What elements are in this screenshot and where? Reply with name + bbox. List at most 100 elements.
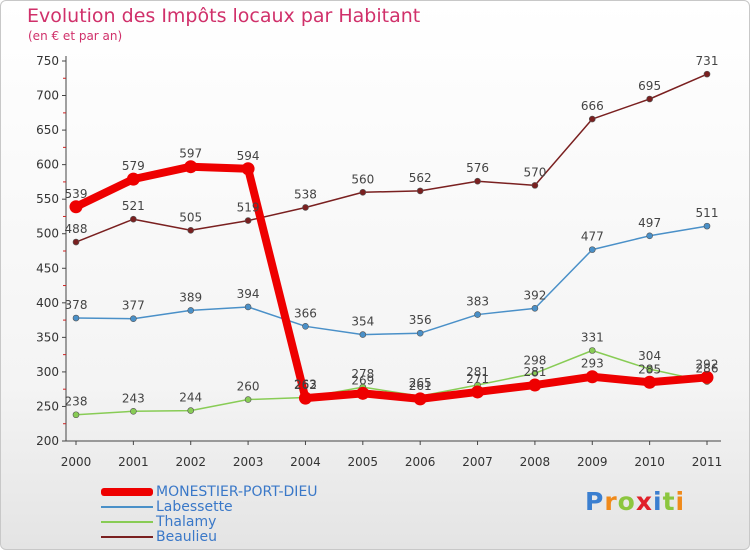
logo-letter: r: [604, 487, 618, 516]
data-label: 519: [237, 201, 260, 215]
legend-swatch-labessette: [101, 506, 153, 508]
data-point: [241, 162, 255, 176]
y-tick-label: 400: [36, 296, 59, 310]
data-label: 265: [409, 376, 432, 390]
data-point: [130, 215, 137, 223]
x-tick-label: 2005: [348, 455, 379, 469]
y-tick-label: 500: [36, 227, 59, 241]
data-point: [471, 385, 485, 399]
data-point: [474, 311, 481, 318]
data-point: [244, 217, 252, 224]
y-tick-label: 300: [36, 365, 59, 379]
proxiti-logo: Proxiti: [585, 487, 685, 516]
data-label: 377: [122, 299, 145, 313]
data-label: 383: [466, 295, 489, 309]
data-point: [588, 347, 596, 354]
data-point: [72, 314, 80, 322]
data-label: 366: [294, 306, 317, 320]
x-tick-label: 2000: [61, 455, 92, 469]
data-point: [244, 396, 252, 403]
data-label: 292: [696, 357, 719, 371]
x-tick-label: 2008: [520, 455, 551, 469]
data-label: 269: [351, 373, 374, 387]
y-tick-label: 350: [36, 330, 59, 344]
data-point: [416, 329, 424, 337]
data-point: [416, 187, 424, 195]
data-point: [302, 204, 309, 211]
x-tick-label: 2009: [577, 455, 608, 469]
data-label: 511: [696, 206, 719, 220]
data-point: [700, 370, 714, 384]
data-label: 695: [638, 79, 661, 93]
data-point: [531, 182, 539, 189]
data-label: 238: [65, 395, 88, 409]
data-point: [184, 160, 198, 174]
data-point: [72, 238, 80, 246]
data-point: [244, 303, 252, 311]
logo-letter: P: [585, 487, 605, 516]
data-label: 331: [581, 330, 604, 344]
logo-letter: x: [635, 487, 653, 516]
data-point: [474, 177, 481, 185]
chart-subtitle: (en € et par an): [28, 29, 123, 43]
data-point: [359, 188, 367, 196]
series-line-beaulieu: [75, 73, 708, 243]
data-label: 271: [466, 372, 489, 386]
data-label: 262: [294, 378, 317, 392]
logo-letter: t: [662, 487, 676, 516]
data-label: 538: [294, 187, 317, 201]
logo-letter: i: [653, 487, 663, 516]
data-point: [72, 411, 80, 419]
data-label: 392: [523, 288, 546, 302]
legend-swatch-monestier: [101, 488, 153, 496]
data-point: [531, 369, 539, 377]
data-point: [413, 392, 427, 406]
data-label: 497: [638, 216, 661, 230]
data-point: [187, 407, 195, 414]
data-label: 594: [237, 149, 260, 163]
data-label: 285: [638, 362, 661, 376]
legend-label-beaulieu: Beaulieu: [156, 529, 217, 545]
legend-swatch-beaulieu: [101, 536, 153, 538]
data-point: [126, 172, 140, 186]
data-point: [646, 95, 653, 103]
data-label: 281: [466, 365, 489, 379]
data-point: [703, 70, 711, 78]
data-label: 570: [523, 165, 546, 179]
data-label: 505: [179, 210, 202, 224]
data-point: [646, 232, 653, 240]
data-label: 521: [122, 199, 145, 213]
data-label: 576: [466, 161, 489, 175]
data-label: 244: [179, 391, 202, 405]
data-label: 356: [409, 313, 432, 327]
logo-letter: i: [675, 487, 686, 516]
data-label: 260: [237, 380, 260, 394]
data-point: [643, 375, 657, 389]
series-line-thalamy: [75, 349, 708, 416]
data-point: [588, 115, 596, 123]
data-point: [302, 323, 309, 330]
data-label: 354: [351, 315, 374, 329]
data-label: 286: [696, 362, 719, 376]
data-label: 298: [523, 353, 546, 367]
y-tick-label: 600: [36, 158, 59, 172]
data-point: [359, 331, 367, 338]
data-label: 666: [581, 99, 604, 113]
data-label: 731: [696, 54, 719, 68]
legend-label-labessette: Labessette: [156, 499, 233, 515]
y-tick-label: 700: [36, 89, 59, 103]
legend-label-thalamy: Thalamy: [156, 514, 217, 530]
data-label: 243: [122, 391, 145, 405]
data-point: [356, 386, 370, 400]
y-tick-label: 250: [36, 399, 59, 413]
data-point: [187, 226, 195, 234]
data-label: 579: [122, 159, 145, 173]
data-label: 378: [65, 298, 88, 312]
data-point: [646, 365, 653, 373]
y-tick-label: 200: [36, 434, 59, 448]
chart-title: Evolution des Impôts locaux par Habitant: [27, 5, 421, 27]
x-tick-label: 2002: [175, 455, 206, 469]
data-label: 278: [351, 367, 374, 381]
